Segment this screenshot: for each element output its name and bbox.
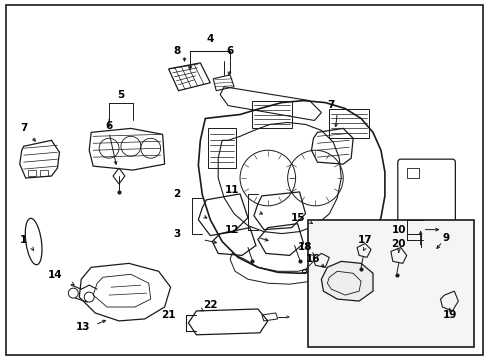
Text: 3: 3 <box>173 229 180 239</box>
Text: 2: 2 <box>173 189 180 199</box>
Bar <box>307 220 473 347</box>
Text: 6: 6 <box>226 46 233 56</box>
Bar <box>406 168 418 178</box>
Text: 13: 13 <box>76 322 90 332</box>
Text: 7: 7 <box>327 100 334 109</box>
Text: 20: 20 <box>391 239 405 248</box>
Text: 4: 4 <box>206 34 214 44</box>
Text: 18: 18 <box>298 243 312 252</box>
Text: 16: 16 <box>305 255 320 264</box>
Text: 21: 21 <box>161 310 176 320</box>
Text: 8: 8 <box>173 46 180 56</box>
Text: 14: 14 <box>48 270 62 280</box>
Text: 15: 15 <box>290 213 304 223</box>
Text: 10: 10 <box>391 225 405 235</box>
Polygon shape <box>321 261 372 301</box>
Text: 7: 7 <box>20 123 27 134</box>
Text: 19: 19 <box>442 310 457 320</box>
Text: 22: 22 <box>203 300 217 310</box>
Bar <box>40 170 47 176</box>
Text: 17: 17 <box>357 234 372 244</box>
Text: 5: 5 <box>117 90 124 100</box>
Bar <box>28 170 36 176</box>
Text: 9: 9 <box>442 233 449 243</box>
Text: 11: 11 <box>224 185 239 195</box>
Text: 1: 1 <box>20 234 27 244</box>
Text: 6: 6 <box>105 121 112 131</box>
Text: 12: 12 <box>224 225 239 235</box>
